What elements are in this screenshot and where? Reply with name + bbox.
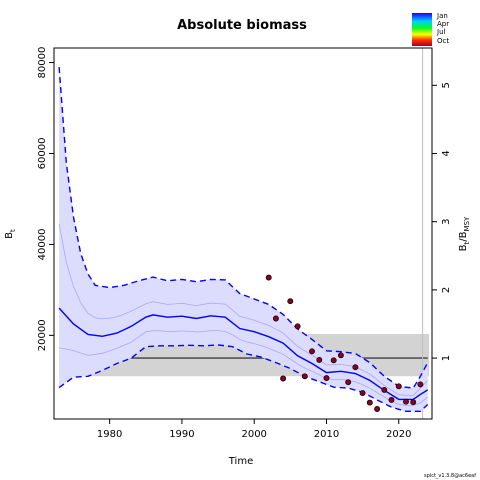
y2-tick-label: 3 (441, 219, 452, 225)
y2-tick-label: 2 (441, 287, 452, 293)
observation-point (323, 375, 330, 382)
x-tick-label: 1990 (169, 429, 194, 440)
y2-axis-title-sub1: t (463, 241, 471, 244)
version-footer: spict_v1.3.8@ac6eaf (424, 473, 476, 479)
observation-point (388, 396, 395, 403)
y-tick-label: 80000 (37, 47, 48, 79)
observation-point (337, 352, 344, 359)
observation-point (374, 406, 381, 412)
x-tick-label: 1980 (97, 429, 122, 440)
legend-label-apr: Apr (437, 20, 449, 28)
observation-point (345, 379, 352, 386)
observation-point (352, 364, 359, 371)
observation-point (359, 390, 366, 397)
observation-point (381, 386, 388, 393)
y2-axis-title: Bt/BMSY (458, 216, 471, 251)
observation-point (403, 398, 409, 405)
y2-axis-title-b: B (458, 244, 469, 251)
observation-point (395, 383, 402, 390)
observation-point (280, 375, 287, 382)
observation-point (410, 399, 417, 406)
observation-point (366, 399, 373, 406)
y-tick-label: 20000 (37, 319, 48, 351)
legend-label-jan: Jan (436, 12, 448, 20)
ci-inner-lower (59, 330, 428, 406)
lower-ci-line (58, 344, 429, 412)
observation-point (330, 357, 337, 364)
y2-axis: 1 2 3 4 5 (432, 82, 452, 361)
y-axis: 20000 40000 60000 80000 (37, 47, 54, 351)
observation-point (309, 348, 315, 355)
y-tick-label: 60000 (37, 138, 48, 170)
y-tick-label: 40000 (37, 229, 48, 261)
y-axis-title-sub: t (9, 229, 17, 232)
lines-layer (58, 67, 429, 412)
legend-colorbar (412, 13, 432, 46)
observation-point (316, 356, 323, 363)
y2-tick-label: 4 (441, 150, 452, 156)
y2-tick-label: 1 (441, 355, 452, 361)
ci-layer (58, 67, 428, 412)
ci-inner-upper (58, 223, 428, 396)
x-axis-title: Time (228, 456, 253, 467)
y-axis-title: Bt (4, 229, 17, 239)
observation-point (301, 373, 308, 380)
x-tick-label: 2010 (314, 429, 339, 440)
y2-axis-title-sep: /B (458, 231, 469, 241)
x-tick-label: 2000 (241, 429, 266, 440)
observation-point (417, 381, 424, 388)
biomass-estimate-line (58, 307, 429, 401)
observation-point (272, 315, 279, 322)
y-axis-title-main: B (4, 232, 15, 239)
observation-point (287, 298, 294, 305)
x-tick-label: 2020 (386, 429, 411, 440)
ci-region (59, 67, 428, 412)
y2-axis-title-sub2: MSY (463, 216, 471, 231)
points-layer (265, 274, 424, 412)
legend: Jan Apr Jul Oct (412, 12, 449, 46)
legend-label-jul: Jul (436, 28, 446, 36)
upper-ci-line (58, 67, 429, 389)
y2-tick-label: 5 (441, 82, 452, 88)
observation-point (294, 323, 301, 330)
observation-point (265, 274, 272, 281)
chart-title: Absolute biomass (177, 18, 307, 33)
x-axis: 1980 1990 2000 2010 2020 (97, 418, 411, 440)
legend-label-oct: Oct (437, 37, 449, 45)
